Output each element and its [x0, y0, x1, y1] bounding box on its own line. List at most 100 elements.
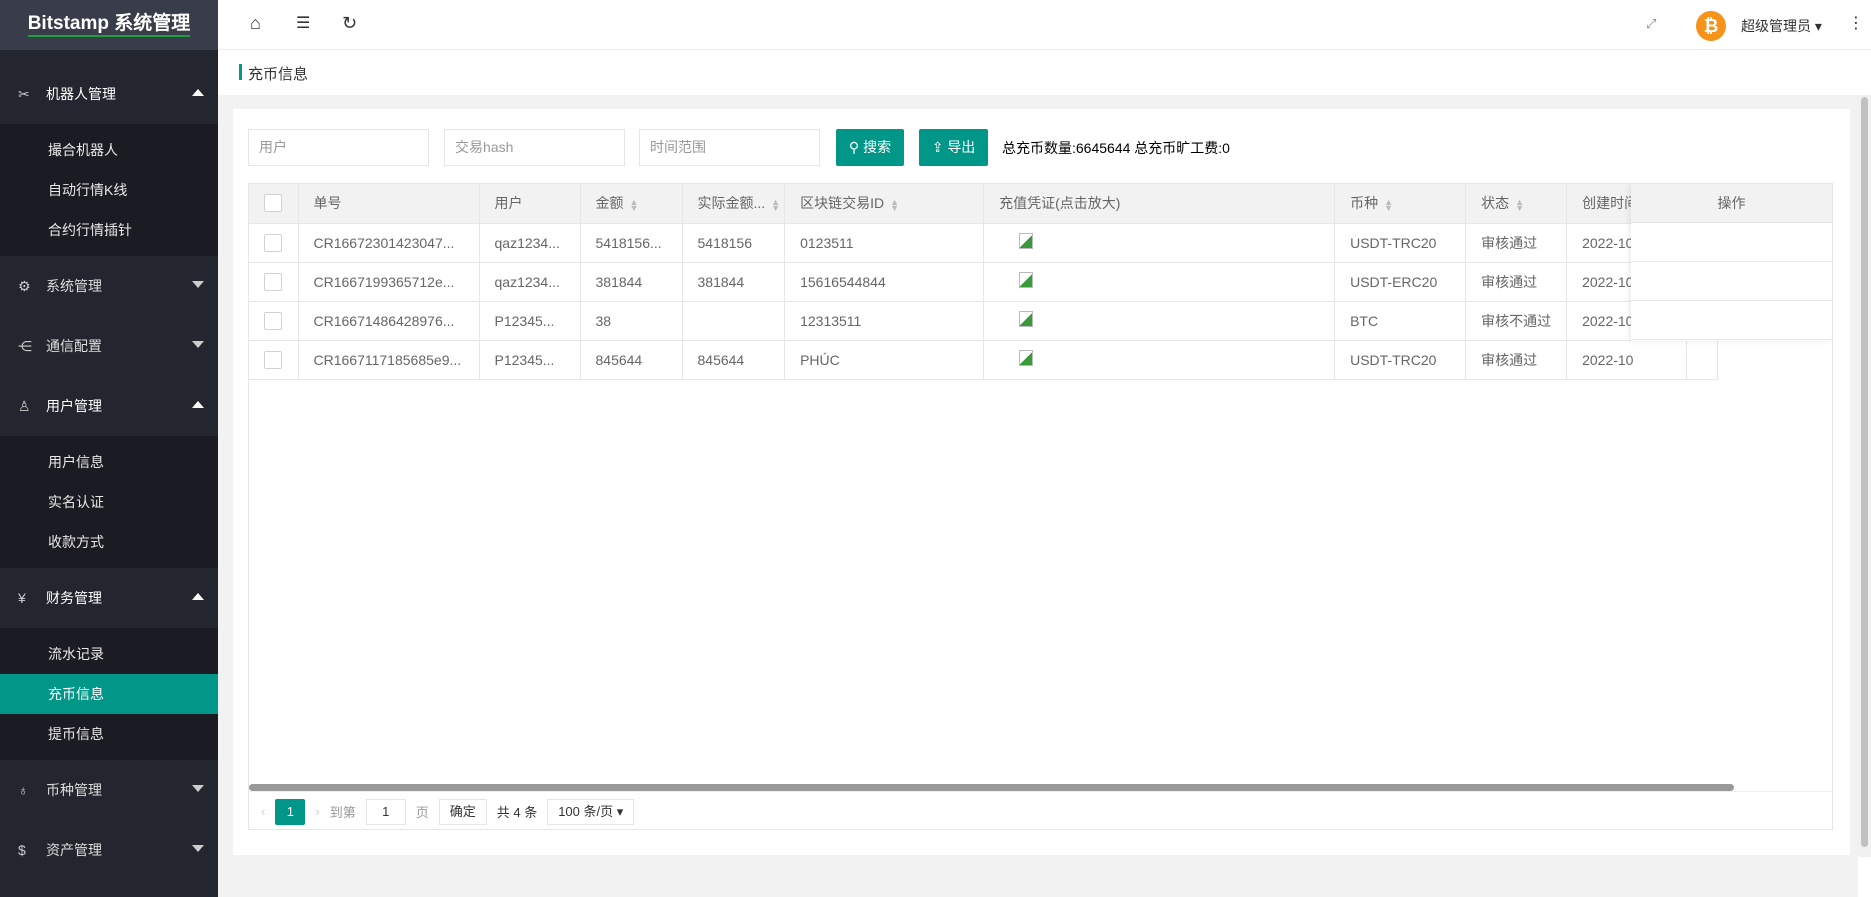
table-cell: USDT-ERC20	[1334, 262, 1467, 302]
time-range-input[interactable]: 时间范围	[639, 129, 820, 166]
page-1-button[interactable]: 1	[275, 798, 306, 825]
search-button[interactable]: ⚲ 搜索	[836, 129, 904, 166]
voucher-image[interactable]	[983, 223, 1336, 263]
table-cell: 2022-10	[1566, 340, 1688, 380]
page-size-select[interactable]: 100 条/页 ▾	[547, 798, 635, 825]
voucher-image[interactable]	[983, 340, 1336, 380]
sidebar-group-label: 系统管理	[46, 278, 102, 294]
sort-icon[interactable]: ▲ ▼	[629, 196, 639, 213]
more-icon[interactable]: ⋮	[1848, 15, 1864, 32]
table-cell: P12345...	[479, 301, 581, 341]
goto-page-input[interactable]: 1	[365, 798, 406, 825]
data-table: 单号 用户 金额 ▲ ▼ 实际金额... ▲ ▼ 区块链交易ID ▲ ▼ 充值凭证(点击放大…	[248, 183, 1833, 830]
sidebar-submenu: 撮合机器人自动行情K线 合约行情插针	[0, 124, 218, 256]
table-cell: CR1667117185685e9...	[298, 340, 480, 380]
dollar-icon: $	[18, 842, 26, 858]
row-checkbox[interactable]	[249, 301, 299, 341]
sidebar-item[interactable]: 充币信息	[0, 674, 218, 714]
sidebar-group[interactable]: ⋲ 通信配置	[0, 316, 218, 376]
voucher-image[interactable]	[983, 262, 1336, 302]
sidebar-item[interactable]: 流水记录	[48, 646, 104, 662]
user-name: 超级管理员	[1741, 18, 1811, 34]
content-card: 用户 交易hash 时间范围 ⚲ 搜索 ⇪ 导出 总充币数量:6645644 总…	[233, 109, 1850, 855]
user-menu[interactable]: 超级管理员 ▾	[1741, 18, 1822, 34]
gear-icon: ⚙	[18, 277, 31, 294]
fullscreen-icon[interactable]: ⤢	[1646, 16, 1657, 31]
prev-page-icon[interactable]: ‹	[261, 804, 266, 819]
sidebar-item[interactable]: 用户信息	[48, 454, 104, 470]
sidebar-group[interactable]: $ 资产管理	[0, 820, 218, 880]
broken-image-icon[interactable]	[1019, 311, 1034, 327]
table-cell: 845644	[580, 340, 683, 380]
menu-collapse-icon[interactable]: ☰	[296, 15, 311, 32]
sidebar-item[interactable]: 实名认证	[48, 494, 104, 510]
sidebar-group-label: 通信配置	[46, 338, 102, 354]
user-input[interactable]: 用户	[248, 129, 429, 166]
breadcrumb-bar	[239, 64, 242, 80]
voucher-image[interactable]	[983, 301, 1336, 341]
vertical-scrollbar[interactable]	[1858, 95, 1871, 857]
sidebar-item[interactable]: 合约行情插针	[48, 222, 132, 238]
table-cell: PHÚC	[784, 340, 985, 380]
sidebar-item[interactable]: 自动行情K线	[48, 182, 128, 198]
page-title: 充币信息	[248, 66, 309, 83]
main-content: 用户 交易hash 时间范围 ⚲ 搜索 ⇪ 导出 总充币数量:6645644 总…	[218, 95, 1858, 897]
next-page-icon[interactable]: ›	[315, 804, 320, 819]
select-all-checkbox[interactable]	[249, 184, 299, 224]
caret-down-icon	[192, 845, 204, 852]
row-checkbox[interactable]	[249, 262, 299, 302]
table-row: CR16672301423047... qaz1234... 5418156... 5…	[249, 223, 1719, 263]
operation-cell	[1631, 262, 1832, 301]
broken-image-icon[interactable]	[1019, 272, 1034, 288]
user-icon: ♙	[18, 397, 31, 414]
sidebar-group-label: 财务管理	[46, 590, 102, 606]
sidebar-menu: ✂ 机器人管理撮合机器人自动行情K线 合约行情插针 ⚙ 系统管理 ⋲ 通信配置 ♙ 用户管理用户…	[0, 50, 218, 880]
sort-icon[interactable]: ▲ ▼	[771, 196, 781, 213]
sidebar-item[interactable]: 提币信息	[48, 726, 104, 742]
broken-image-icon[interactable]	[1019, 233, 1034, 249]
sidebar-item[interactable]: 收款方式	[48, 534, 104, 550]
sort-icon[interactable]: ▲ ▼	[1384, 196, 1394, 213]
sidebar-group[interactable]: ⚙ 系统管理	[0, 256, 218, 316]
refresh-icon[interactable]: ↻	[342, 13, 358, 33]
table-cell: CR16672301423047...	[298, 223, 480, 263]
sidebar-group[interactable]: ¥ 财务管理	[0, 568, 218, 628]
export-button[interactable]: ⇪ 导出	[919, 129, 988, 166]
logo: Bitstamp 系统管理	[0, 0, 218, 50]
broken-image-icon[interactable]	[1019, 350, 1034, 366]
table-cell: 5418156	[682, 223, 786, 263]
sidebar: Bitstamp 系统管理 ✂ 机器人管理撮合机器人自动行情K线 合约行情插针 ⚙ 系统…	[0, 0, 218, 897]
sort-icon[interactable]: ▲ ▼	[1515, 196, 1525, 213]
table-cell	[682, 301, 786, 341]
sidebar-group[interactable]: ✂ 机器人管理	[0, 64, 218, 124]
sidebar-group[interactable]: ♁ 币种管理	[0, 760, 218, 820]
col-actual-amount[interactable]: 实际金额... ▲ ▼	[682, 184, 786, 224]
table-cell: 381844	[682, 262, 786, 302]
horizontal-scrollbar[interactable]	[249, 784, 1734, 791]
hash-input[interactable]: 交易hash	[444, 129, 625, 166]
operation-cell	[1631, 223, 1832, 262]
table-row: CR1667199365712e... qaz1234... 381844 38184…	[249, 262, 1719, 302]
col-amount[interactable]: 金额 ▲ ▼	[580, 184, 683, 224]
table-cell: 38	[580, 301, 683, 341]
col-coin[interactable]: 币种 ▲ ▼	[1334, 184, 1467, 224]
table-cell: qaz1234...	[479, 262, 581, 302]
sidebar-group[interactable]: ♙ 用户管理	[0, 376, 218, 436]
table-cell: BTC	[1334, 301, 1467, 341]
operation-column: 操作	[1631, 184, 1832, 341]
row-checkbox[interactable]	[249, 223, 299, 263]
sort-icon[interactable]: ▲ ▼	[890, 196, 900, 213]
yen-icon: ¥	[18, 590, 26, 606]
col-tx-id[interactable]: 区块链交易ID ▲ ▼	[784, 184, 985, 224]
row-checkbox[interactable]	[249, 340, 299, 380]
sidebar-item[interactable]: 撮合机器人	[48, 142, 118, 158]
table-cell: USDT-TRC20	[1334, 340, 1467, 380]
col-voucher: 充值凭证(点击放大)	[983, 184, 1336, 224]
confirm-button[interactable]: 确定	[438, 798, 487, 825]
table-row: CR16671486428976... P12345... 38 12313511 BT…	[249, 301, 1719, 341]
export-icon: ⇪	[931, 139, 944, 155]
col-status[interactable]: 状态 ▲ ▼	[1465, 184, 1568, 224]
home-icon[interactable]: ⌂	[250, 13, 261, 33]
summary-text: 总充币数量:6645644 总充币旷工费:0	[1002, 140, 1230, 156]
caret-down-icon	[192, 785, 204, 792]
